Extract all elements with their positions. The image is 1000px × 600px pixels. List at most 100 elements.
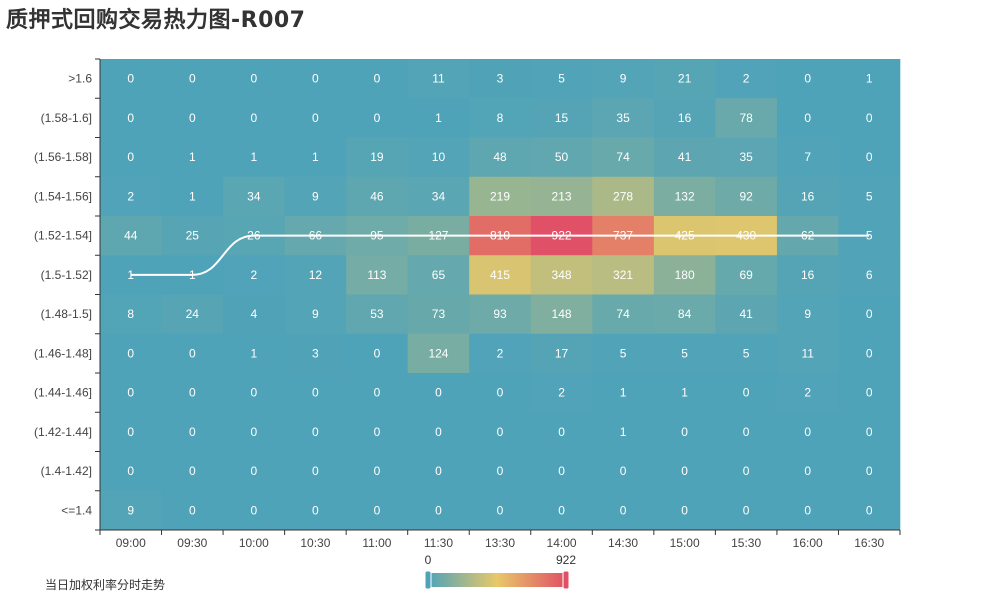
cell-value-label: 3: [312, 346, 319, 360]
cell-value-label: 124: [428, 346, 448, 360]
heatmap-cell: [715, 333, 778, 374]
heatmap-cell: [653, 176, 716, 217]
heatmap-cell: [469, 176, 532, 217]
cell-value-label: 17: [555, 346, 569, 360]
cell-value-label: 2: [558, 386, 565, 400]
cell-value-label: 73: [432, 307, 446, 321]
cell-value-label: 0: [866, 111, 873, 125]
cell-value-label: 0: [251, 464, 258, 478]
heatmap-cell: [592, 137, 655, 178]
heatmap-cell: [100, 373, 162, 413]
cell-value-label: 0: [312, 464, 319, 478]
cell-value-label: 0: [743, 425, 750, 439]
cell-value-label: 0: [251, 503, 258, 517]
chart-title: 质押式回购交易热力图-R007: [6, 8, 306, 33]
cell-value-label: 16: [801, 268, 815, 282]
y-tick-label: (1.54-1.56]: [34, 189, 92, 203]
heatmap-cell: [715, 176, 778, 217]
heatmap-cell: [346, 137, 408, 178]
heatmap-cell: [530, 373, 593, 413]
cell-value-label: 1: [189, 150, 196, 164]
heatmap-cell: [530, 59, 593, 99]
heatmap-cell: [776, 451, 839, 492]
cell-value-label: 11: [432, 72, 445, 86]
heatmap-cell: [223, 451, 285, 492]
heatmap-cell: [838, 98, 901, 138]
heatmap-cell: [284, 294, 347, 335]
heatmap-cell: [346, 333, 408, 374]
cell-value-label: 0: [312, 386, 319, 400]
cell-value-label: 2: [127, 189, 134, 203]
cell-value-label: 8: [127, 307, 134, 321]
heatmap-cell: [223, 373, 285, 413]
cell-value-label: 0: [127, 386, 134, 400]
visualmap-handle-min: [424, 570, 432, 590]
heatmap-cell: [284, 255, 347, 295]
heatmap-cell: [346, 294, 408, 335]
heatmap-cell: [592, 490, 655, 531]
heatmap-cell: [530, 294, 593, 335]
x-tick-label: 13:30: [485, 536, 515, 550]
cell-value-label: 0: [435, 503, 442, 517]
heatmap-cell: [776, 59, 839, 99]
heatmap-cell: [530, 255, 593, 295]
heatmap-cell: [284, 98, 347, 138]
x-tick-label: 09:30: [177, 536, 207, 550]
cell-value-label: 0: [620, 503, 627, 517]
cell-value-label: 415: [490, 268, 510, 282]
cell-value-label: 0: [189, 425, 196, 439]
cell-value-label: 0: [189, 72, 196, 86]
cell-value-label: 1: [251, 150, 258, 164]
heatmap-cell: [100, 216, 162, 256]
heatmap-cell: [284, 333, 347, 374]
y-tick-label: (1.42-1.44]: [34, 425, 92, 439]
heatmap-cell: [469, 137, 532, 178]
heatmap-cell: [223, 255, 285, 295]
cell-value-label: 44: [124, 229, 138, 243]
y-tick-label: (1.48-1.5]: [41, 307, 92, 321]
cell-value-label: 0: [804, 464, 811, 478]
heatmap-cell: [161, 294, 224, 335]
cell-value-label: 0: [681, 503, 688, 517]
y-tick-label: <=1.4: [61, 503, 92, 517]
heatmap-cell: [838, 451, 901, 492]
cell-value-label: 0: [866, 346, 873, 360]
cell-value-label: 0: [866, 150, 873, 164]
cell-value-label: 0: [127, 72, 134, 86]
cell-value-label: 132: [675, 189, 695, 203]
heatmap-cell: [592, 255, 655, 295]
heatmap-cell: [346, 373, 408, 413]
cell-value-label: 1: [620, 425, 627, 439]
line-series-caption: 当日加权利率分时走势: [45, 578, 166, 592]
heatmap-cell: [838, 373, 901, 413]
heatmap-cell: [715, 59, 778, 99]
visualmap-max-label: 922: [556, 553, 576, 567]
cell-value-label: 0: [866, 307, 873, 321]
heatmap-cell: [653, 255, 716, 295]
weighted-rate-line: [130, 234, 870, 276]
heatmap-cell: [469, 59, 532, 99]
cell-value-label: 12: [309, 268, 323, 282]
heatmap-cell: [161, 333, 224, 374]
cell-value-label: 0: [558, 425, 565, 439]
heatmap-cell: [223, 176, 285, 217]
heatmap-cell: [530, 490, 593, 531]
cell-value-label: 9: [312, 307, 319, 321]
heatmap-cell: [776, 98, 839, 138]
heatmap-cell: [592, 451, 655, 492]
heatmap-cell: [838, 255, 901, 295]
heatmap-cell: [407, 255, 470, 295]
heatmap-cell: [100, 98, 162, 138]
heatmap-cell: [223, 490, 285, 531]
cell-value-label: 1: [681, 386, 688, 400]
heatmap-cell: [100, 451, 162, 492]
cell-value-label: 5: [681, 346, 688, 360]
cell-value-label: 0: [374, 386, 381, 400]
heatmap-cell: [653, 451, 716, 492]
cell-value-label: 41: [739, 307, 753, 321]
heatmap-cell: [161, 451, 224, 492]
cell-value-label: 1: [866, 72, 873, 86]
heatmap-cell: [469, 412, 532, 452]
cell-value-label: 0: [251, 72, 258, 86]
heatmap-cell: [346, 451, 408, 492]
